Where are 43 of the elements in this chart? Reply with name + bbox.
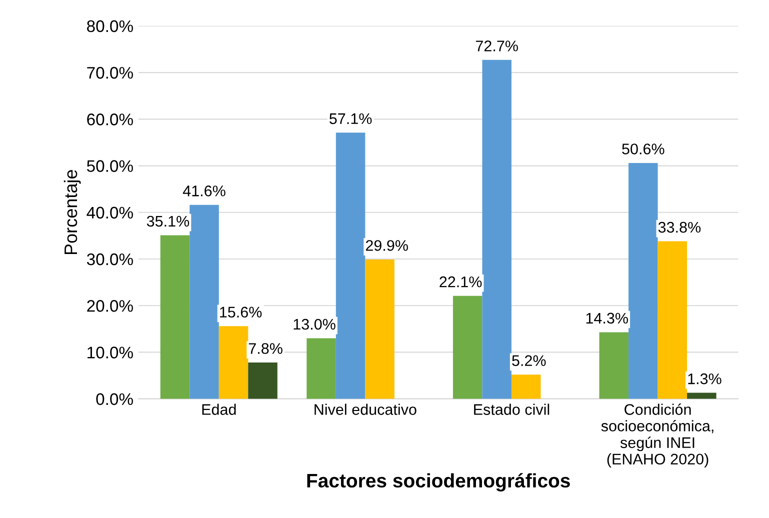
y-tick-label: 40.0%	[86, 206, 133, 219]
data-label: 41.6%	[182, 186, 226, 196]
data-label: 57.1%	[330, 113, 372, 124]
bar	[160, 235, 190, 399]
x-axis-title: Factores sociodemográficos	[307, 473, 570, 492]
x-tick-label: Nivel educativo	[314, 404, 416, 415]
x-tick-label: Condición socioeconómica, según INEI (ENAHO 2020)	[601, 404, 714, 468]
bar	[482, 60, 512, 399]
data-label: 35.1%	[146, 216, 190, 227]
y-tick-label: 60.0%	[87, 114, 133, 126]
data-label: 14.3%	[586, 312, 628, 324]
y-axis-title: Porcentaje	[64, 170, 81, 254]
y-tick-label: 20.0%	[87, 300, 133, 312]
y-tick-label: 80.0%	[87, 20, 133, 32]
data-label: 13.0%	[294, 318, 336, 330]
data-label: 5.2%	[512, 355, 546, 366]
data-label: 7.8%	[248, 343, 282, 354]
bar	[190, 204, 219, 399]
data-label: 1.3%	[688, 373, 722, 384]
bar	[658, 241, 688, 399]
bar	[306, 338, 336, 399]
bar	[336, 132, 366, 399]
y-tick-label: 0.0%	[96, 393, 133, 406]
bar	[218, 326, 248, 399]
data-label: 33.8%	[658, 222, 701, 233]
y-tick-label: 10.0%	[88, 346, 133, 358]
data-label: 29.9%	[366, 240, 408, 251]
y-tick-label: 50.0%	[86, 160, 133, 172]
data-label: 15.6%	[220, 306, 262, 318]
x-tick-label: Estado civil	[474, 404, 550, 415]
bar	[687, 392, 716, 399]
bar	[248, 362, 278, 399]
bar	[365, 259, 394, 399]
y-tick-label: 30.0%	[86, 253, 133, 266]
bar	[511, 374, 541, 399]
y-tick-label: 70.0%	[87, 66, 133, 79]
data-label: 50.6%	[622, 144, 664, 154]
data-label: 72.7%	[476, 40, 518, 52]
bar	[452, 296, 482, 399]
x-tick-label: Edad	[202, 404, 236, 415]
data-label: 22.1%	[440, 276, 482, 288]
bar	[599, 332, 629, 399]
bar	[628, 162, 658, 399]
